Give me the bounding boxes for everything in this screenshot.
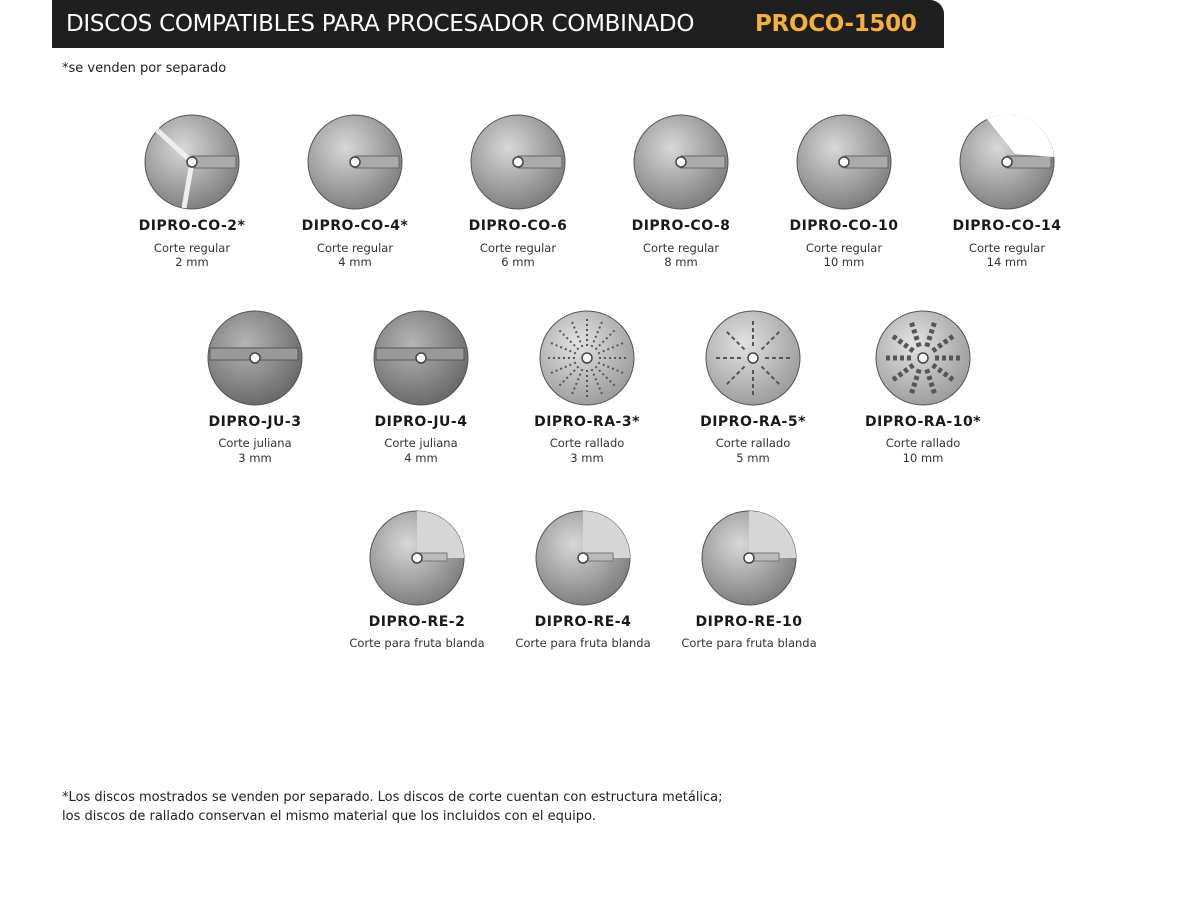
disc-hole xyxy=(838,156,850,168)
disc-slot xyxy=(760,365,782,387)
disc-hole xyxy=(415,352,427,364)
product-desc: Corte regular xyxy=(316,241,394,255)
disc-hole xyxy=(917,352,929,364)
product-desc: Corte rallado xyxy=(549,436,625,450)
product-desc: Corte regular xyxy=(479,241,557,255)
product-desc: Corte juliana xyxy=(218,436,292,450)
product-code: DIPRO-CO-4* xyxy=(301,218,409,234)
disc-slot xyxy=(908,368,922,397)
disc-cut xyxy=(417,511,464,558)
disc-blade xyxy=(843,155,889,169)
note: *se venden por separado xyxy=(62,61,227,76)
disc-hole xyxy=(581,352,593,364)
disc-slot xyxy=(931,332,957,353)
disc-hole xyxy=(1001,156,1013,168)
product-size: 3 mm xyxy=(570,451,604,465)
product-code: DIPRO-RE-4 xyxy=(534,614,632,630)
product-size: 4 mm xyxy=(404,451,438,465)
disc-blade xyxy=(680,155,726,169)
disc-blade xyxy=(191,155,237,169)
product-desc: Corte para fruta blanda xyxy=(349,636,485,650)
disc-hole xyxy=(747,352,759,364)
disc-slot xyxy=(924,368,938,397)
product-size: 10 mm xyxy=(823,255,865,269)
disc-blade xyxy=(1006,155,1052,169)
product-code: DIPRO-RA-3* xyxy=(534,414,640,430)
product-code: DIPRO-CO-10 xyxy=(789,218,899,234)
product-code: DIPRO-RE-10 xyxy=(695,614,803,630)
product-code: DIPRO-JU-3 xyxy=(208,414,302,430)
product-size: 5 mm xyxy=(736,451,770,465)
disc-hole xyxy=(411,552,423,564)
product-size: 8 mm xyxy=(664,255,698,269)
header-bar: DISCOS COMPATIBLES PARA PROCESADOR COMBI… xyxy=(52,0,944,48)
product-desc: Corte regular xyxy=(642,241,720,255)
product-size: 6 mm xyxy=(501,255,535,269)
disc-slot xyxy=(760,329,782,351)
product-code: DIPRO-RA-5* xyxy=(700,414,806,430)
header-title: DISCOS COMPATIBLES PARA PROCESADOR COMBI… xyxy=(66,11,695,37)
disc-hole xyxy=(186,156,198,168)
disc-hole xyxy=(349,156,361,168)
disc-hole xyxy=(577,552,589,564)
disc-cut xyxy=(987,114,1054,157)
product-code: DIPRO-JU-4 xyxy=(374,414,468,430)
product-desc: Corte regular xyxy=(968,241,1046,255)
product-code: DIPRO-RE-2 xyxy=(368,614,466,630)
product-desc: Corte rallado xyxy=(715,436,791,450)
footer-line: los discos de rallado conservan el mismo… xyxy=(62,809,596,824)
product-desc: Corte regular xyxy=(805,241,883,255)
product-size: 3 mm xyxy=(238,451,272,465)
disc-slot xyxy=(908,319,922,348)
product-desc: Corte juliana xyxy=(384,436,458,450)
product-code: DIPRO-CO-14 xyxy=(952,218,1062,234)
product-size: 4 mm xyxy=(338,255,372,269)
disc-slot xyxy=(931,363,957,384)
disc-slot xyxy=(924,319,938,348)
disc-blade xyxy=(517,155,563,169)
product-desc: Corte para fruta blanda xyxy=(681,636,817,650)
product-desc: Corte para fruta blanda xyxy=(515,636,651,650)
product-code: DIPRO-RA-10* xyxy=(864,414,982,430)
product-code: DIPRO-CO-8 xyxy=(631,218,731,234)
disc-slot xyxy=(889,332,915,353)
footer-line: *Los discos mostrados se venden por sepa… xyxy=(62,790,723,805)
disc-cut xyxy=(583,511,630,558)
header-highlight: PROCO-1500 xyxy=(755,11,917,37)
disc-slot xyxy=(724,329,746,351)
disc-blade xyxy=(155,128,195,209)
disc-slot xyxy=(889,363,915,384)
product-size: 2 mm xyxy=(175,255,209,269)
product-desc: Corte regular xyxy=(153,241,231,255)
disc-hole xyxy=(249,352,261,364)
product-code: DIPRO-CO-6 xyxy=(468,218,568,234)
disc-hole xyxy=(512,156,524,168)
product-size: 10 mm xyxy=(902,451,944,465)
disc-hole xyxy=(675,156,687,168)
disc-hole xyxy=(743,552,755,564)
disc-blade xyxy=(354,155,400,169)
product-desc: Corte rallado xyxy=(885,436,961,450)
disc-slot xyxy=(724,365,746,387)
product-size: 14 mm xyxy=(986,255,1028,269)
disc-cut xyxy=(749,511,796,558)
product-code: DIPRO-CO-2* xyxy=(138,218,246,234)
